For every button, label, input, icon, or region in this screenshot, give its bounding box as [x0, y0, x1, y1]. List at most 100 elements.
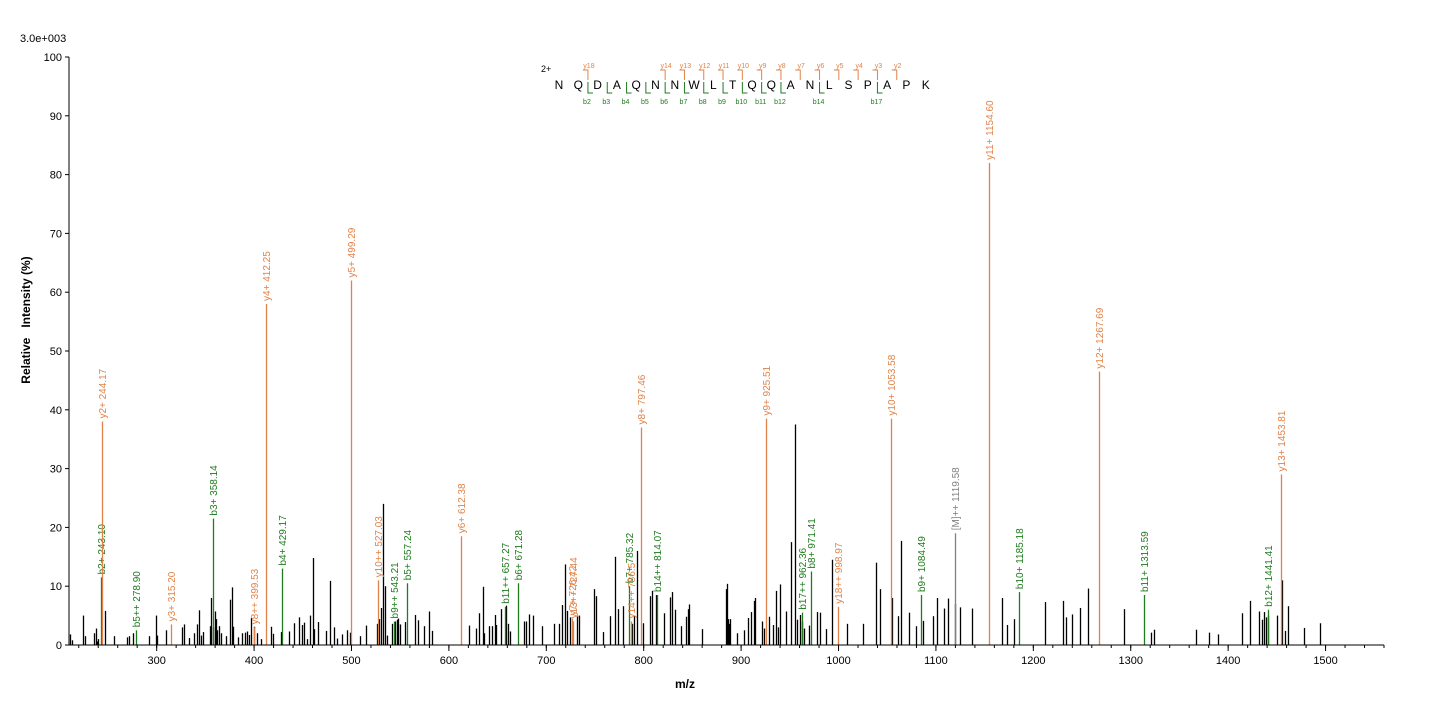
b-ion-label: b2: [583, 99, 591, 106]
residue: Q: [632, 78, 641, 92]
peak-label: y8++ 399.53: [250, 568, 261, 624]
peak-label: b17++ 962.36: [798, 547, 809, 609]
peak-label: b10+ 1185.18: [1015, 528, 1026, 589]
b-ion-label: b6: [660, 99, 668, 106]
y-tick-label: 90: [50, 111, 62, 123]
peak-label: b6+ 671.28: [514, 529, 525, 580]
residue: L: [826, 78, 833, 92]
b-ion-label: b17: [871, 99, 883, 106]
y-ion-bracket: [814, 69, 821, 80]
peak-label: y9+ 925.51: [762, 365, 773, 415]
residue: Q: [574, 78, 583, 92]
y-tick-label: 80: [50, 170, 62, 182]
y-ion-label: y4: [855, 63, 863, 70]
peak-label: b9++ 543.21: [390, 562, 401, 619]
peak-label: y11+ 1154.60: [985, 100, 996, 160]
residue: A: [787, 78, 795, 92]
b-ion-label: b10: [736, 99, 748, 106]
y-tick-label: 100: [44, 52, 62, 64]
y-ion-bracket: [582, 69, 589, 80]
b-ion-bracket: [780, 82, 786, 94]
peak-label: y7+ 726.42: [568, 565, 579, 615]
b-ion-bracket: [876, 82, 883, 94]
peak-label: b4+ 429.17: [278, 515, 289, 566]
y-ion-bracket: [795, 69, 801, 80]
peak-label: y10+ 1053.58: [887, 354, 898, 415]
peak-label: y13++ 727.44: [569, 557, 580, 619]
peak-label: [M]++ 1119.58: [951, 467, 962, 530]
x-tick-label: 1000: [826, 655, 850, 667]
residue: Q: [747, 78, 756, 92]
b-ion-label: b7: [680, 99, 688, 106]
peak-label: b7+ 785.32: [625, 532, 636, 583]
b-ion-bracket: [645, 82, 651, 94]
peak-label: y5+ 499.29: [347, 227, 358, 277]
b-ion-bracket: [606, 82, 613, 94]
x-tick-label: 900: [732, 655, 750, 667]
peak-label: y13+ 1453.81: [1277, 410, 1288, 471]
x-tick-label: 1500: [1313, 655, 1337, 667]
y-tick-label: 20: [50, 522, 62, 534]
y-ion-bracket: [872, 69, 878, 80]
b-ion-label: b14: [813, 99, 825, 106]
peak-label: b14++ 814.07: [653, 530, 664, 592]
peak-label: b9+ 1084.49: [917, 536, 928, 592]
residue: Q: [767, 78, 776, 92]
residue: W: [688, 78, 700, 92]
y-ion-label: y12: [699, 63, 710, 70]
y-ion-bracket: [718, 69, 724, 80]
peak-label: b5++ 278.90: [132, 571, 143, 628]
intensity-scale-label: 3.0e+003: [20, 33, 66, 45]
y-tick-label: 10: [50, 581, 62, 593]
peak-label: y12+ 1267.69: [1095, 307, 1106, 368]
x-tick-label: 1100: [924, 655, 948, 667]
y-ion-bracket: [891, 69, 898, 80]
residue: N: [806, 78, 815, 92]
b-ion-label: b5: [641, 99, 649, 106]
b-ion-bracket: [626, 82, 632, 94]
y-ion-bracket: [833, 69, 840, 80]
x-tick-label: 800: [635, 655, 653, 667]
x-tick-label: 700: [537, 655, 555, 667]
peak-label: y3+ 315.20: [167, 571, 178, 621]
peak-label: b8+ 971.41: [807, 518, 818, 569]
charge-state: 2+: [541, 64, 551, 74]
b-ion-label: b8: [699, 99, 707, 106]
y-ion-bracket: [679, 69, 685, 80]
x-tick-label: 1200: [1021, 655, 1045, 667]
peak-label: b11++ 657.27: [501, 542, 512, 603]
residue: P: [902, 78, 910, 92]
residue: P: [864, 78, 872, 92]
residue: D: [593, 78, 602, 92]
residue: L: [710, 78, 717, 92]
peak-label: y4+ 412.25: [262, 251, 273, 301]
y-ion-bracket: [775, 69, 782, 80]
y-ion-label: y7: [798, 63, 806, 70]
y-ion-label: y11: [719, 63, 730, 70]
peak-label: y2+ 244.17: [98, 368, 109, 418]
x-tick-label: 500: [342, 655, 360, 667]
y-axis-label: Relative Intensity (%): [19, 256, 33, 383]
b-ion-bracket: [664, 82, 671, 94]
residue: T: [729, 78, 737, 92]
residue: S: [844, 78, 852, 92]
b-ion-bracket: [722, 82, 729, 94]
y-tick-label: 30: [50, 464, 62, 476]
b-ion-bracket: [587, 82, 593, 94]
peak-label: b12+ 1441.41: [1264, 545, 1275, 607]
b-ion-bracket: [819, 82, 825, 94]
b-ion-label: b11: [755, 99, 766, 106]
axes: [68, 57, 1384, 646]
b-ion-label: b3: [602, 99, 610, 106]
y-ion-label: y10: [738, 63, 749, 70]
residue: N: [670, 78, 679, 92]
y-ion-label: y3: [875, 63, 883, 70]
y-ion-label: y2: [894, 63, 902, 70]
y-tick-label: 70: [50, 228, 62, 240]
peak-label: y6+ 612.38: [457, 483, 468, 533]
y-ion-label: y18: [583, 63, 594, 70]
b-ion-bracket: [761, 82, 767, 94]
